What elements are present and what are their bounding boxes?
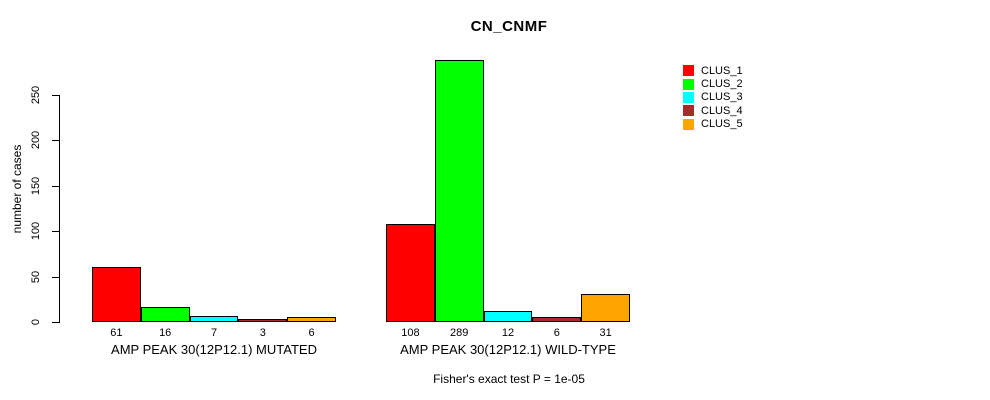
bar-clus_5	[287, 316, 336, 322]
legend-label: CLUS_1	[701, 64, 743, 77]
chart-title: CN_CNMF	[470, 18, 548, 35]
legend-swatch-clus_1	[683, 65, 694, 77]
bar-value-label: 6	[553, 327, 560, 339]
bar-value-label: 16	[159, 327, 172, 339]
y-tick-label: 200	[30, 131, 42, 150]
bar-clus_4	[532, 316, 582, 322]
legend-label: CLUS_2	[701, 78, 743, 91]
y-tick-label: 50	[30, 270, 42, 283]
legend-swatch-clus_4	[683, 105, 694, 117]
legend: CLUS_1 CLUS_2 CLUS_3 CLUS_4 CLUS_5	[683, 64, 743, 131]
bar-clus_1	[386, 223, 435, 322]
legend-label: CLUS_3	[701, 91, 743, 104]
bar-clus_3	[189, 315, 239, 322]
bar-value-label: 108	[401, 327, 420, 339]
legend-label: CLUS_5	[701, 118, 743, 131]
footnote-text: Fisher's exact test P = 1e-05	[433, 372, 585, 386]
bar-value-label: 31	[599, 327, 612, 339]
bar-clus_3	[483, 311, 533, 322]
y-tick-mark	[52, 322, 59, 323]
bar-value-label: 289	[450, 327, 469, 339]
y-axis-label: number of cases	[10, 144, 24, 234]
bar-value-label: 3	[259, 327, 266, 339]
y-tick-mark	[52, 231, 59, 233]
bar-clus_1	[92, 266, 141, 322]
y-tick-mark	[52, 95, 59, 96]
legend-row: CLUS_1	[683, 64, 743, 77]
y-tick-label: 250	[30, 85, 42, 105]
bar-clus_5	[581, 293, 630, 322]
bar-clus_2	[140, 307, 190, 322]
legend-swatch-clus_5	[683, 118, 694, 130]
y-tick-mark	[52, 185, 59, 187]
y-tick-label: 100	[30, 222, 42, 241]
bar-clus_2	[434, 59, 484, 322]
group-label: AMP PEAK 30(12P12.1) MUTATED	[111, 342, 317, 357]
legend-row: CLUS_5	[683, 118, 743, 131]
legend-row: CLUS_3	[683, 91, 743, 104]
legend-row: CLUS_2	[683, 77, 743, 90]
bar-clus_4	[238, 319, 288, 322]
bar-value-label: 12	[501, 327, 515, 339]
bar-value-label: 6	[308, 327, 315, 339]
group-label: AMP PEAK 30(12P12.1) WILD-TYPE	[400, 342, 616, 357]
legend-row: CLUS_4	[683, 104, 743, 117]
legend-label: CLUS_4	[701, 104, 743, 117]
bar-value-label: 61	[110, 327, 123, 339]
y-tick-label: 0	[30, 318, 42, 326]
bar-value-label: 7	[210, 327, 218, 339]
legend-swatch-clus_3	[683, 91, 694, 103]
y-tick-mark	[52, 276, 59, 278]
legend-swatch-clus_2	[683, 78, 694, 90]
y-tick-label: 150	[30, 176, 42, 195]
y-axis-line	[59, 95, 60, 323]
y-tick-mark	[52, 140, 59, 142]
